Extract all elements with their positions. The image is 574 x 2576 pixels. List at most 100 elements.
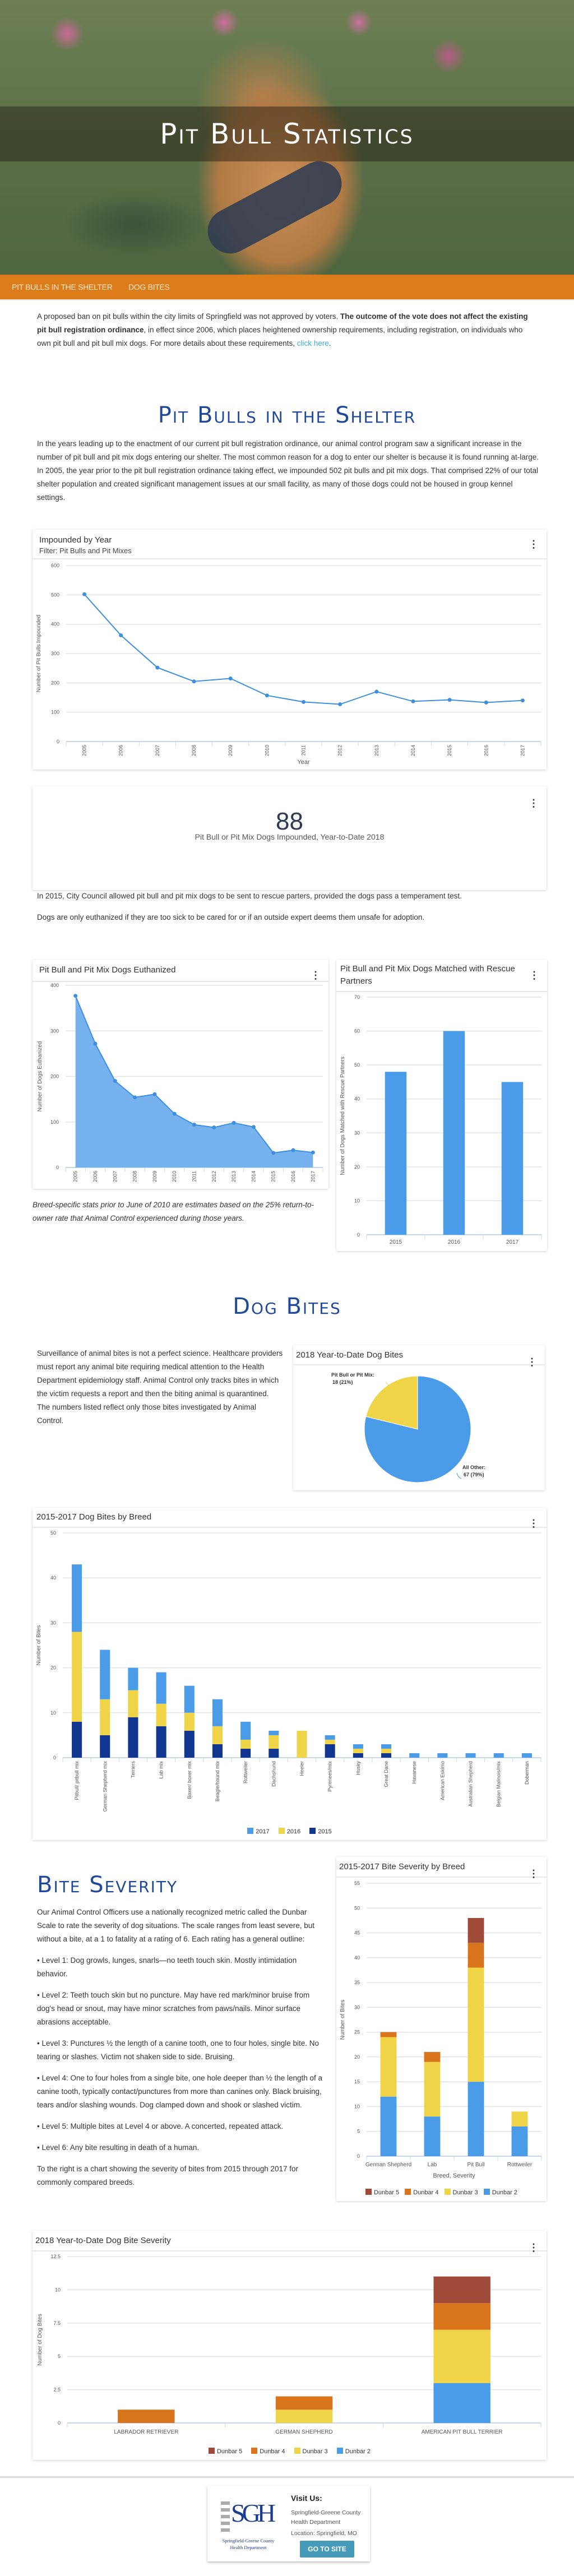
y-tick-label: 20 (354, 1164, 360, 1170)
x-tick-label: 2009 (228, 745, 233, 756)
bar-segment (353, 1748, 363, 1753)
more-options-icon[interactable]: ⋮ (529, 798, 539, 809)
x-tick-label: 2007 (112, 1171, 118, 1182)
y-axis-title: Number of Bites (36, 1625, 42, 1666)
x-tick-label: Belgian Malinois/mix (496, 1761, 502, 1808)
more-options-icon[interactable]: ⋮ (527, 1356, 537, 1368)
legend-item[interactable]: Dunbar 4 (251, 2448, 285, 2455)
chart-title: 2015-2017 Bite Severity by Breed (339, 1862, 465, 1871)
nav-pit-bulls-in-shelter[interactable]: Pit Bulls in the Shelter (12, 282, 113, 291)
x-tick-label: 2010 (264, 745, 270, 756)
intro-bold-text: The outcome of the vote does not affect … (37, 312, 528, 334)
severity-outro: To the right is a chart showing the seve… (37, 2165, 299, 2186)
legend-item[interactable]: 2015 (309, 1828, 332, 1835)
y-tick-label: 10 (55, 2287, 61, 2292)
legend-item[interactable]: Dunbar 2 (336, 2448, 371, 2455)
legend-item[interactable]: Dunbar 3 (294, 2448, 328, 2455)
x-tick-label: 2012 (211, 1171, 217, 1182)
data-point (338, 702, 342, 707)
nav-dog-bites[interactable]: Dog Bites (128, 282, 170, 291)
data-point (172, 1111, 177, 1116)
legend-item[interactable]: Dunbar 3 (444, 2189, 478, 2196)
go-to-site-button[interactable]: GO TO SITE (300, 2541, 354, 2558)
legend-item[interactable]: 2017 (247, 1828, 270, 1835)
data-point (447, 698, 452, 702)
y-tick-label: 200 (51, 680, 59, 685)
x-tick-label: 2007 (155, 745, 160, 756)
legend-item[interactable]: Dunbar 2 (483, 2189, 517, 2196)
legend-item[interactable]: 2016 (278, 1828, 301, 1835)
legend-item[interactable]: Dunbar 5 (365, 2189, 399, 2196)
bar-segment (100, 1735, 110, 1758)
x-tick-label: 2016 (290, 1171, 296, 1182)
bar-segment (128, 1717, 138, 1758)
legend-item[interactable]: Dunbar 5 (208, 2448, 242, 2455)
x-tick-label: 2010 (172, 1171, 177, 1182)
more-options-icon[interactable]: ⋮ (529, 1868, 539, 1879)
bar-segment (240, 1748, 251, 1758)
data-point (113, 1079, 117, 1083)
severity-chart-card: 0 5 10 15 20 25 30 35 40 45 50 55 German Shepherd Lab… (336, 1857, 547, 2201)
legend-swatch (251, 2448, 258, 2454)
bar-segment (100, 1650, 110, 1699)
bar-segment (269, 1730, 279, 1735)
y-tick-label: 0 (57, 739, 59, 744)
bar-segment (212, 1699, 223, 1726)
bar-segment (128, 1667, 138, 1690)
y-tick-label: 60 (354, 1028, 360, 1034)
x-tick-label: 2006 (118, 745, 124, 756)
y-tick-label: 300 (50, 1028, 59, 1034)
visit-us-heading: Visit Us: (291, 2494, 322, 2503)
impounded-line-chart: 0 100 200 300 400 500 600 2005 2006 2007 2008 2009 2… (36, 563, 541, 766)
pie-label-name: All Other: (462, 1465, 485, 1470)
legend-item[interactable]: Dunbar 4 (405, 2189, 439, 2196)
click-here-link[interactable]: click here (297, 339, 329, 348)
x-tick-label: Heeler (299, 1761, 305, 1776)
data-point (155, 665, 160, 670)
data-point (73, 994, 78, 998)
data-point (192, 1123, 196, 1127)
rescue-chart-card: 0 10 20 30 40 50 60 70 2015 2016 2017 Number of Dog… (336, 960, 547, 1251)
legend-label: Dunbar 3 (452, 2189, 478, 2196)
x-tick-label: 2014 (251, 1171, 256, 1182)
chart-title: Pit Bull and Pit Mix Dogs Matched with R… (340, 964, 515, 986)
y-tick-label: 20 (50, 1665, 56, 1671)
y-tick-label: 40 (354, 1955, 360, 1961)
more-options-icon[interactable]: ⋮ (311, 970, 321, 981)
bar-segment (156, 1672, 166, 1704)
x-tick-label: LABRADOR RETRIEVER (114, 2429, 178, 2435)
card-header: 2018 Year-to-Date Dog Bite Severity ⋮ (33, 2231, 547, 2253)
legend-label: 2016 (286, 1828, 301, 1835)
card-header: 2015-2017 Bite Severity by Breed ⋮ (336, 1857, 547, 1879)
y-tick-label: 15 (354, 2079, 360, 2084)
y-tick-label: 50 (354, 1905, 360, 1911)
pie-label-value: 67 (79%) (464, 1472, 484, 1477)
legend-label: Dunbar 4 (260, 2448, 285, 2455)
y-tick-label: 400 (51, 622, 59, 627)
legend-label: Dunbar 2 (345, 2448, 371, 2455)
rescue-bar-chart: 0 10 20 30 40 50 60 70 2015 2016 2017 Number of Dog… (340, 994, 542, 1245)
bar-segment (467, 1917, 484, 1943)
card-header: 2015-2017 Dog Bites by Breed ⋮ (33, 1508, 547, 1528)
y-axis-title: Number of Dogs Euthanized (37, 1041, 43, 1112)
bar-segment (269, 1748, 279, 1758)
euthanized-chart-card: 0 100 200 300 400 2005 2006 2007 2008 2009 2010 201… (33, 960, 328, 1189)
more-options-icon[interactable]: ⋮ (529, 539, 539, 550)
more-options-icon[interactable]: ⋮ (529, 970, 539, 981)
data-point (228, 676, 233, 680)
x-tick-label: German Shepherd mix (102, 1761, 108, 1812)
bites-paragraph: Surveillance of animal bites is not a pe… (37, 1349, 283, 1425)
legend-swatch (278, 1828, 285, 1834)
title-band: Pit Bull Statistics (0, 106, 574, 161)
bar-segment (433, 2329, 490, 2383)
y-tick-label: 0 (357, 1232, 360, 1238)
x-tick-label: Havanese (411, 1761, 417, 1784)
x-tick-label: 2016 (483, 745, 489, 756)
more-options-icon[interactable]: ⋮ (529, 2242, 539, 2253)
x-tick-label: 2017 (310, 1171, 316, 1182)
more-options-icon[interactable]: ⋮ (529, 1518, 539, 1529)
section-nav: Pit Bulls in the Shelter Dog Bites (0, 275, 574, 300)
logo-letters: SGH (231, 2499, 276, 2527)
data-point (93, 1041, 98, 1046)
bar-segment (424, 2052, 441, 2062)
